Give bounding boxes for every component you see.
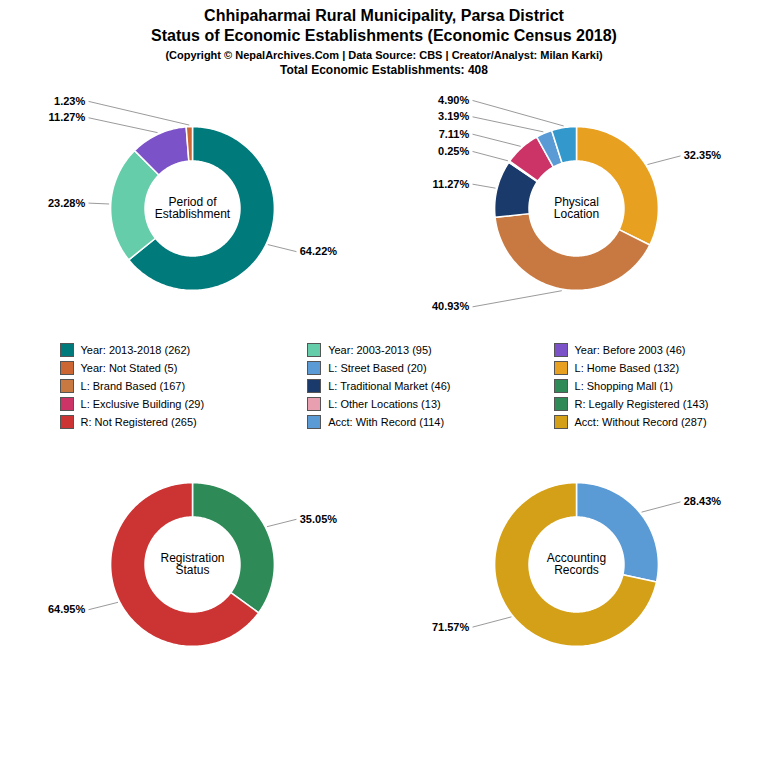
svg-text:23.28%: 23.28%	[48, 197, 86, 209]
svg-text:35.05%: 35.05%	[300, 513, 338, 525]
html-text:R: Not Registered (265): R: Not Registered (265)	[80, 416, 197, 428]
svg-text:28.43%: 28.43%	[684, 495, 722, 507]
svg-text:71.57%: 71.57%	[432, 621, 470, 633]
html-text:Acct: With Record (114): Acct: With Record (114)	[328, 416, 445, 428]
html-text:Chhipaharmai Rural Municipalit: Chhipaharmai Rural Municipality, Parsa D…	[151, 7, 617, 44]
html-text:L: Home Based (132): L: Home Based (132)	[574, 362, 680, 374]
html-text:L: Other Locations (13): L: Other Locations (13)	[328, 398, 441, 410]
svg-text:11.27%: 11.27%	[433, 178, 470, 190]
html-text:Year: 2013-2018 (262): Year: 2013-2018 (262)	[80, 344, 191, 356]
html-text:R: Legally Registered (143): R: Legally Registered (143)	[574, 398, 709, 410]
html-text:L: Traditional Market (46): L: Traditional Market (46)	[328, 380, 451, 392]
html-text:Year: Not Stated (5): Year: Not Stated (5)	[80, 362, 178, 374]
svg-text:Period ofEstablishment: Period ofEstablishment	[155, 195, 231, 221]
svg-text:3.19%: 3.19%	[438, 110, 469, 122]
svg-text:64.22%: 64.22%	[300, 245, 338, 257]
svg-text:PhysicalLocation: PhysicalLocation	[554, 195, 599, 221]
svg-text:RegistrationStatus: RegistrationStatus	[160, 551, 224, 577]
html-text:L: Shopping Mall (1): L: Shopping Mall (1)	[574, 380, 673, 392]
html-text:L: Brand Based (167): L: Brand Based (167)	[80, 380, 186, 392]
svg-text:7.11%: 7.11%	[439, 128, 470, 140]
svg-text:64.95%: 64.95%	[48, 603, 86, 615]
svg-text:0.25%: 0.25%	[438, 145, 469, 157]
svg-text:4.90%: 4.90%	[438, 94, 469, 106]
html-text:(Copyright © NepalArchives.Com: (Copyright © NepalArchives.Com | Data So…	[165, 49, 603, 61]
html-text:L: Street Based (20): L: Street Based (20)	[328, 362, 427, 374]
html-text:Year: Before 2003 (46): Year: Before 2003 (46)	[574, 344, 686, 356]
svg-text:40.93%: 40.93%	[432, 300, 470, 312]
html-text:Year: 2003-2013 (95): Year: 2003-2013 (95)	[328, 344, 432, 356]
svg-text:11.27%: 11.27%	[49, 111, 86, 123]
html-text:Acct: Without Record (287): Acct: Without Record (287)	[574, 416, 707, 428]
svg-text:32.35%: 32.35%	[684, 149, 722, 161]
html-text:L: Exclusive Building (29): L: Exclusive Building (29)	[80, 398, 205, 410]
svg-text:AccountingRecords: AccountingRecords	[547, 551, 606, 577]
html-text:Total Economic Establishments:: Total Economic Establishments: 408	[280, 63, 488, 77]
svg-text:1.23%: 1.23%	[54, 95, 85, 107]
